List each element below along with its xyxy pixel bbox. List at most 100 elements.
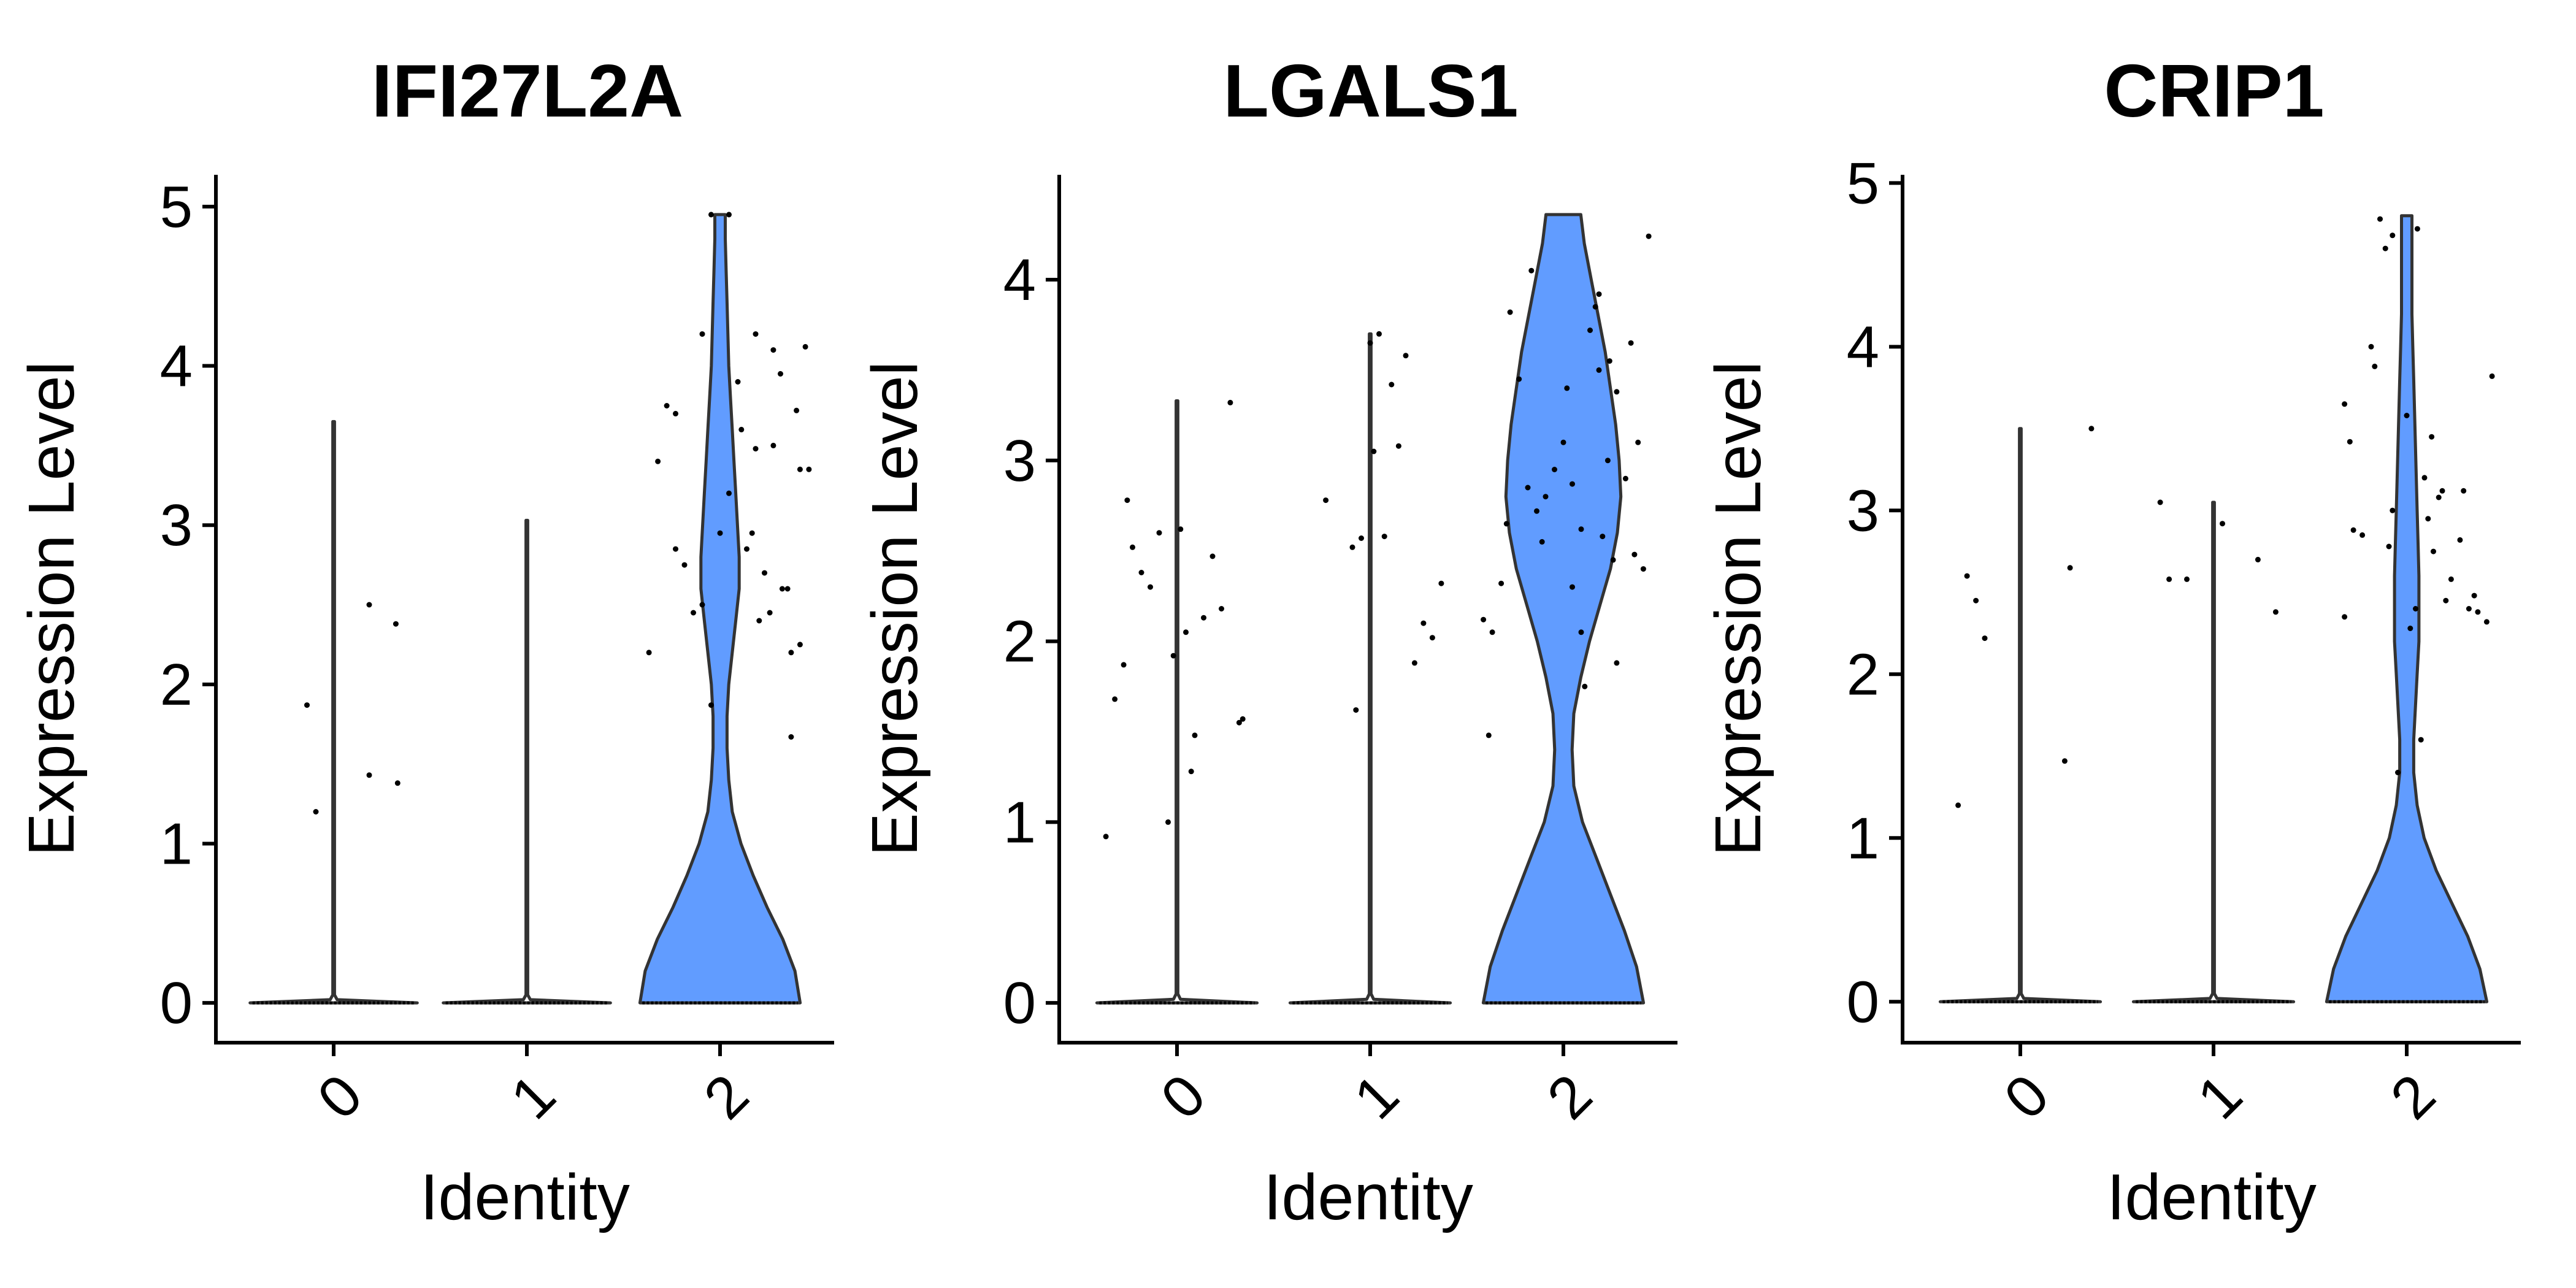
violin-0 <box>248 420 419 1005</box>
data-point <box>2347 439 2353 445</box>
data-point <box>788 650 794 656</box>
data-point <box>1103 834 1109 840</box>
violin-2 <box>638 213 802 1005</box>
data-point <box>681 562 688 568</box>
data-point <box>2184 576 2190 582</box>
data-point <box>1982 635 1988 642</box>
y-axis-label: Expression Level <box>15 361 88 856</box>
data-point <box>2407 626 2413 631</box>
x-axis-label: Identity <box>1263 1161 1473 1233</box>
x-axis-label: Identity <box>2107 1161 2317 1233</box>
data-point <box>1596 291 1602 297</box>
data-point <box>2061 758 2068 764</box>
data-point <box>1236 719 1242 726</box>
data-point <box>1178 526 1184 532</box>
y-tick-label: 4 <box>1003 247 1036 313</box>
x-tick-label: 2 <box>1535 1062 1604 1132</box>
y-tick-label: 4 <box>160 334 193 399</box>
y-tick-label: 0 <box>160 970 193 1036</box>
data-point <box>2448 576 2454 582</box>
data-point <box>806 466 812 472</box>
data-point <box>1112 696 1118 702</box>
data-point <box>1121 662 1127 668</box>
x-axis-label: Identity <box>420 1161 630 1233</box>
y-tick-label: 5 <box>1847 150 1879 216</box>
data-point <box>2466 606 2472 611</box>
data-point <box>1570 481 1575 487</box>
data-point <box>767 610 773 616</box>
data-point <box>2342 614 2348 620</box>
data-point <box>1130 544 1135 550</box>
data-point <box>749 530 755 536</box>
panel-title: LGALS1 <box>1223 49 1518 132</box>
data-point <box>708 702 714 708</box>
data-point <box>1403 353 1409 359</box>
data-point <box>699 602 705 608</box>
data-point <box>2342 401 2348 407</box>
data-point <box>1376 331 1382 337</box>
data-point <box>1183 629 1189 635</box>
data-point <box>2359 532 2366 538</box>
data-point <box>1165 819 1171 825</box>
violin-0 <box>1938 427 2103 1003</box>
data-point <box>2414 226 2420 232</box>
data-point <box>726 212 732 218</box>
data-point <box>1600 534 1606 540</box>
data-point <box>2272 609 2279 615</box>
data-point <box>1485 732 1492 738</box>
panel-1: IFI27L2A 0 1 2 3 4 5 0 1 2 Identity Expression Leve… <box>15 49 834 1233</box>
data-point <box>1201 615 1206 621</box>
data-point <box>753 446 759 452</box>
data-point <box>1420 620 1427 626</box>
y-tick-label: 0 <box>1847 969 1879 1035</box>
data-point <box>2377 216 2383 222</box>
data-point <box>735 379 741 385</box>
data-point <box>1188 769 1194 775</box>
data-point <box>1395 443 1401 449</box>
data-point <box>2421 475 2428 481</box>
data-point <box>1578 629 1584 635</box>
data-point <box>1596 367 1602 373</box>
data-point <box>2088 426 2095 432</box>
data-point <box>788 734 794 740</box>
y-tick-label: 3 <box>160 493 193 558</box>
data-point <box>738 426 745 432</box>
data-point <box>2471 592 2477 599</box>
data-point <box>2382 245 2388 251</box>
data-point <box>1481 616 1487 623</box>
data-point <box>1371 448 1377 454</box>
data-point <box>1156 530 1162 536</box>
y-tick-label: 2 <box>1847 642 1879 707</box>
data-point <box>762 570 767 576</box>
data-point <box>1192 732 1198 738</box>
data-point <box>1622 475 1628 481</box>
data-point <box>366 602 372 608</box>
data-point <box>1138 570 1144 575</box>
y-axis-label: Expression Level <box>1702 361 1774 856</box>
data-point <box>699 331 705 337</box>
data-point <box>2255 556 2261 562</box>
data-point <box>1503 521 1509 527</box>
data-point <box>1209 553 1216 559</box>
data-point <box>313 809 319 815</box>
data-point <box>2475 609 2481 615</box>
data-point <box>1552 467 1557 472</box>
violin-0 <box>1095 399 1259 1005</box>
data-point <box>2157 499 2163 505</box>
data-point <box>1534 508 1539 514</box>
y-tick-label: 1 <box>1003 789 1036 855</box>
data-point <box>1606 358 1612 364</box>
data-point <box>794 407 800 413</box>
data-point <box>2404 413 2410 418</box>
data-point <box>366 772 372 778</box>
y-tick-label: 4 <box>1847 314 1879 380</box>
x-tick-label: 2 <box>2379 1062 2448 1132</box>
data-point <box>1124 497 1130 504</box>
data-point <box>1525 485 1531 491</box>
data-point <box>646 650 652 656</box>
data-point <box>2483 619 2490 625</box>
data-point <box>1359 535 1364 541</box>
data-point <box>304 702 310 708</box>
data-point <box>1219 606 1224 611</box>
panel-3: CRIP1 0 1 2 3 4 5 0 1 2 Identity Expression Level <box>1702 49 2521 1233</box>
